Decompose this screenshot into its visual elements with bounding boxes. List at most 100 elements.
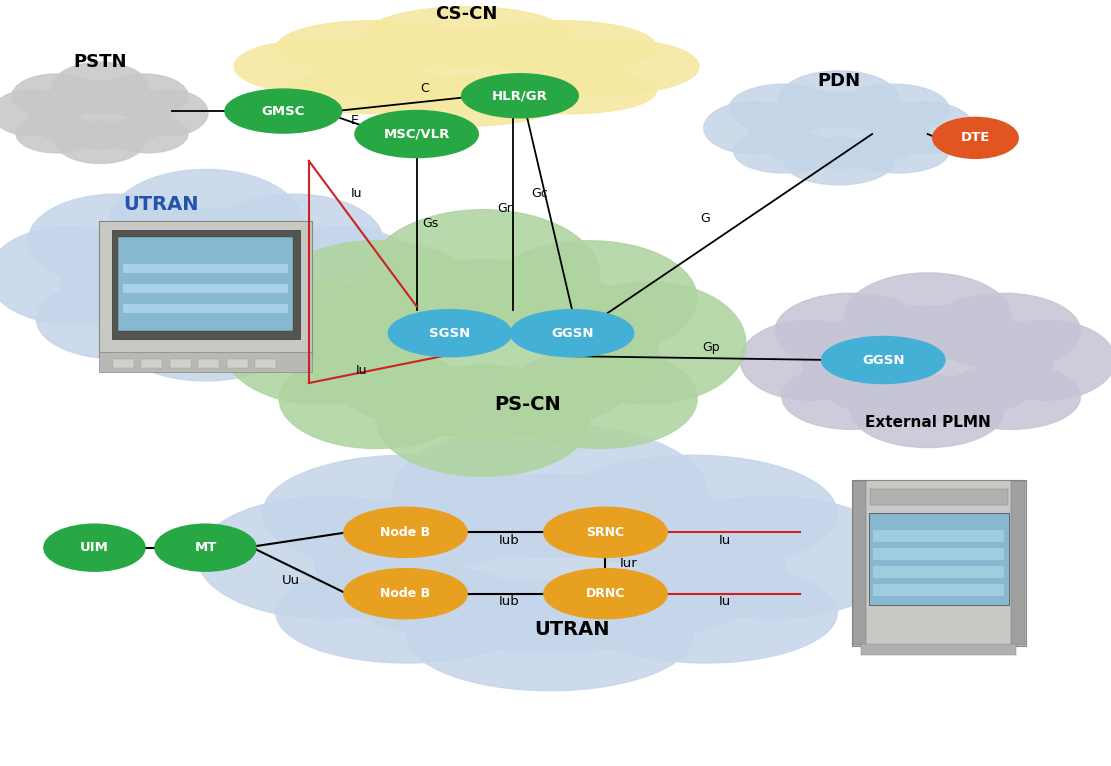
FancyBboxPatch shape — [869, 513, 1009, 605]
Bar — [853, 481, 867, 645]
Bar — [873, 548, 1004, 560]
Ellipse shape — [844, 273, 1011, 360]
Bar — [123, 264, 288, 273]
Ellipse shape — [234, 39, 407, 94]
FancyBboxPatch shape — [99, 221, 312, 357]
Ellipse shape — [740, 320, 879, 400]
Bar — [873, 584, 1004, 596]
Text: Iu: Iu — [356, 365, 367, 377]
Ellipse shape — [0, 227, 149, 323]
Text: PSTN: PSTN — [73, 54, 127, 71]
Ellipse shape — [262, 455, 550, 571]
Ellipse shape — [363, 7, 570, 67]
Ellipse shape — [60, 209, 350, 350]
Text: UTRAN: UTRAN — [123, 195, 199, 214]
Ellipse shape — [16, 115, 96, 153]
Ellipse shape — [37, 280, 198, 358]
Ellipse shape — [822, 337, 944, 383]
Text: C: C — [420, 83, 429, 95]
Text: Uu: Uu — [282, 574, 300, 587]
Ellipse shape — [928, 293, 1081, 369]
Ellipse shape — [367, 210, 600, 343]
Bar — [170, 359, 191, 368]
Bar — [198, 359, 219, 368]
Ellipse shape — [311, 29, 622, 109]
Text: Node B: Node B — [380, 588, 431, 600]
Text: SRNC: SRNC — [587, 526, 624, 538]
Bar — [873, 530, 1004, 542]
Ellipse shape — [356, 111, 478, 157]
Text: UIM: UIM — [80, 542, 109, 554]
Ellipse shape — [977, 320, 1111, 400]
Ellipse shape — [544, 508, 667, 557]
Ellipse shape — [269, 241, 483, 356]
Text: GGSN: GGSN — [862, 354, 904, 366]
Text: GMSC: GMSC — [261, 105, 306, 117]
Ellipse shape — [527, 39, 699, 94]
Bar — [870, 489, 1008, 506]
Ellipse shape — [372, 77, 561, 126]
Ellipse shape — [344, 508, 467, 557]
Ellipse shape — [544, 569, 667, 618]
Bar — [861, 643, 1017, 655]
Ellipse shape — [933, 118, 1018, 158]
Ellipse shape — [393, 424, 707, 558]
Ellipse shape — [377, 365, 590, 476]
Ellipse shape — [109, 169, 302, 275]
Text: Iub: Iub — [499, 595, 519, 607]
Text: SGSN: SGSN — [429, 327, 471, 339]
Ellipse shape — [782, 364, 921, 429]
Text: CS-CN: CS-CN — [436, 5, 498, 23]
Ellipse shape — [483, 69, 655, 113]
Text: Gc: Gc — [531, 187, 548, 199]
Ellipse shape — [52, 62, 148, 113]
FancyBboxPatch shape — [118, 237, 293, 331]
Ellipse shape — [100, 74, 188, 118]
Bar — [256, 359, 277, 368]
Ellipse shape — [156, 525, 256, 571]
Ellipse shape — [44, 525, 144, 571]
Text: G: G — [700, 212, 710, 224]
Ellipse shape — [775, 293, 928, 369]
Bar — [112, 359, 133, 368]
Text: Iu: Iu — [351, 187, 362, 199]
Ellipse shape — [28, 81, 172, 149]
Text: GGSN: GGSN — [551, 327, 593, 339]
Ellipse shape — [29, 194, 206, 286]
Text: External PLMN: External PLMN — [864, 415, 991, 430]
Text: Iu: Iu — [719, 534, 731, 546]
Text: DRNC: DRNC — [585, 588, 625, 600]
Ellipse shape — [802, 306, 1052, 422]
Text: Node B: Node B — [380, 526, 431, 538]
Text: HLR/GR: HLR/GR — [492, 90, 548, 102]
Ellipse shape — [221, 282, 416, 404]
Ellipse shape — [389, 310, 511, 356]
Ellipse shape — [206, 194, 382, 286]
Ellipse shape — [262, 227, 423, 323]
FancyBboxPatch shape — [851, 480, 1025, 646]
Ellipse shape — [551, 282, 745, 404]
Ellipse shape — [286, 69, 458, 113]
Ellipse shape — [779, 71, 899, 128]
FancyBboxPatch shape — [99, 352, 312, 372]
Ellipse shape — [221, 280, 382, 358]
Bar — [1011, 481, 1024, 645]
Text: PDN: PDN — [818, 72, 860, 90]
Ellipse shape — [279, 349, 473, 448]
Text: E: E — [351, 114, 359, 126]
Ellipse shape — [575, 563, 838, 663]
FancyBboxPatch shape — [111, 230, 300, 339]
Ellipse shape — [117, 293, 294, 381]
Ellipse shape — [851, 375, 1004, 447]
Text: Gr: Gr — [498, 202, 512, 214]
Ellipse shape — [344, 569, 467, 618]
Ellipse shape — [407, 580, 693, 691]
Ellipse shape — [0, 90, 72, 136]
Ellipse shape — [502, 349, 698, 448]
Ellipse shape — [128, 90, 208, 136]
Ellipse shape — [276, 563, 537, 663]
Ellipse shape — [462, 74, 578, 117]
Ellipse shape — [226, 90, 341, 133]
Ellipse shape — [641, 496, 902, 619]
Text: UTRAN: UTRAN — [534, 620, 610, 639]
